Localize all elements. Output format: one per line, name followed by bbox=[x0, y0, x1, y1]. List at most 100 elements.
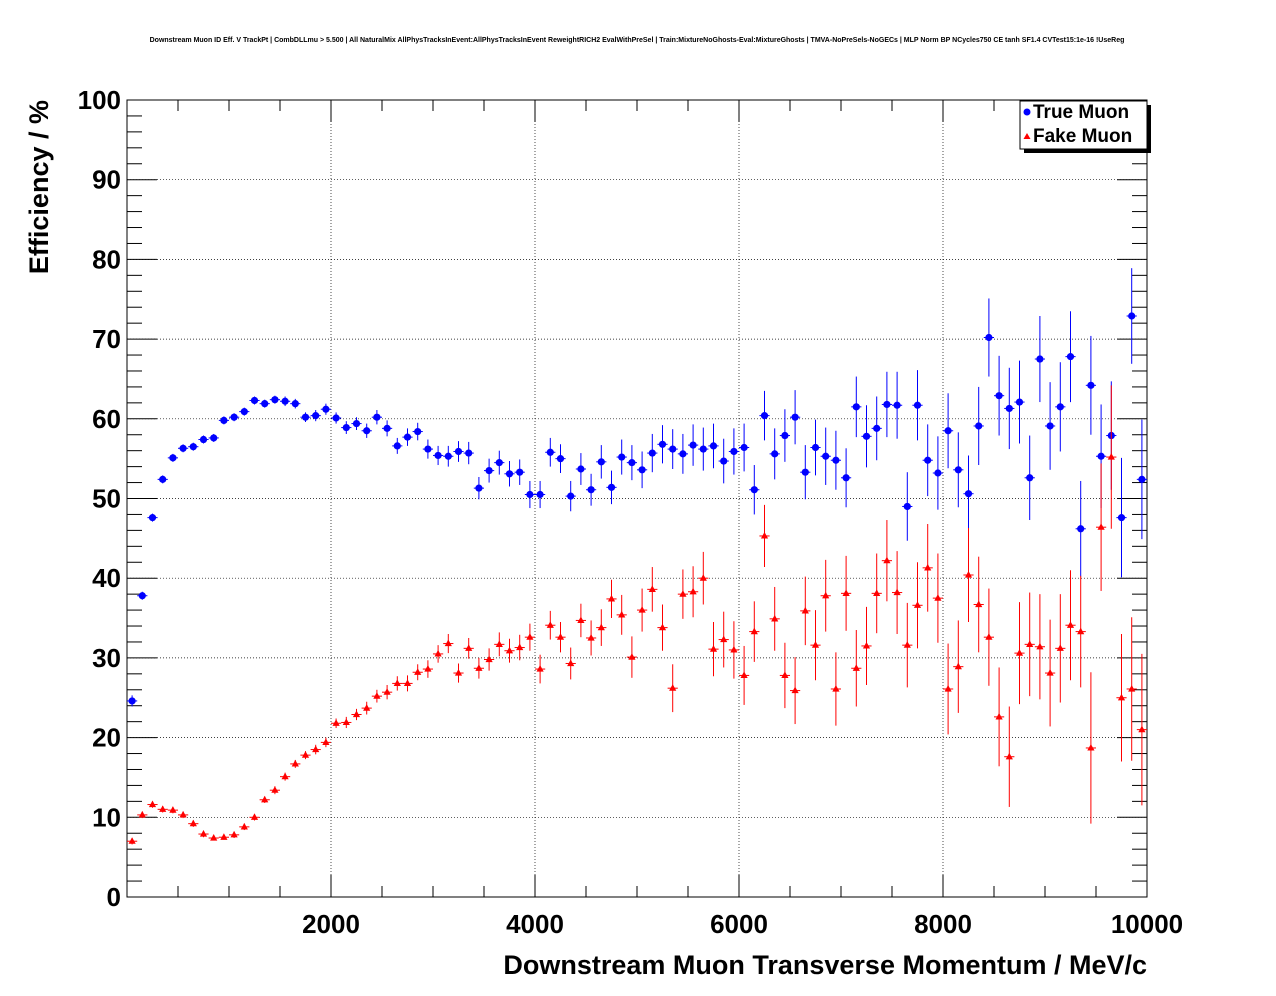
data-point bbox=[1138, 475, 1146, 483]
data-point bbox=[638, 606, 646, 613]
data-point bbox=[281, 772, 289, 780]
data-point bbox=[975, 422, 983, 430]
data-point bbox=[495, 459, 503, 467]
data-point bbox=[240, 408, 248, 416]
data-point bbox=[220, 833, 228, 840]
data-point bbox=[607, 594, 616, 602]
data-point bbox=[516, 468, 524, 476]
y-tick-label: 100 bbox=[78, 85, 121, 115]
data-point bbox=[138, 810, 146, 818]
true-muon-series bbox=[127, 268, 1147, 707]
x-axis-label: Downstream Muon Transverse Momentum / Me… bbox=[503, 950, 1147, 980]
data-point bbox=[312, 412, 320, 420]
data-point bbox=[832, 456, 840, 464]
data-point bbox=[944, 427, 952, 435]
data-point bbox=[332, 719, 340, 726]
data-point bbox=[1066, 621, 1075, 628]
data-point bbox=[1005, 752, 1013, 760]
data-point bbox=[832, 684, 840, 692]
data-point bbox=[1026, 640, 1034, 647]
data-point bbox=[250, 396, 259, 405]
data-point bbox=[240, 822, 248, 830]
data-point bbox=[924, 456, 932, 464]
data-point bbox=[587, 633, 595, 641]
data-point bbox=[261, 400, 269, 408]
data-point bbox=[689, 587, 697, 595]
data-point bbox=[679, 450, 687, 458]
data-point bbox=[985, 333, 993, 342]
data-point bbox=[505, 470, 514, 478]
data-point bbox=[1015, 649, 1024, 656]
data-point bbox=[322, 738, 330, 745]
data-point bbox=[801, 606, 809, 614]
data-point bbox=[128, 837, 136, 844]
data-point bbox=[363, 427, 371, 435]
data-point bbox=[536, 665, 544, 672]
data-point bbox=[1066, 353, 1075, 361]
y-tick-label: 20 bbox=[92, 723, 121, 753]
data-point bbox=[352, 710, 361, 718]
x-tick-label: 10000 bbox=[1111, 909, 1183, 939]
series-layer bbox=[127, 268, 1147, 845]
data-point bbox=[964, 571, 973, 578]
data-point bbox=[669, 684, 677, 691]
data-point bbox=[954, 466, 962, 474]
data-point bbox=[403, 433, 412, 441]
data-point bbox=[148, 800, 157, 808]
data-point bbox=[1056, 403, 1064, 411]
data-point bbox=[913, 401, 922, 409]
data-point bbox=[424, 445, 432, 453]
data-point bbox=[771, 614, 779, 622]
data-point bbox=[1107, 453, 1115, 460]
data-point bbox=[1036, 355, 1044, 363]
data-point bbox=[383, 688, 391, 695]
data-point bbox=[159, 805, 167, 812]
data-point bbox=[597, 623, 605, 631]
data-point bbox=[148, 514, 157, 522]
data-point bbox=[393, 442, 401, 450]
data-point bbox=[526, 490, 534, 499]
axis-ticks: 2000 4000 6000 8000 10000 0 10 20 30 40 50 60 70 80 90… bbox=[78, 85, 1184, 939]
data-point bbox=[169, 806, 177, 813]
data-point bbox=[954, 662, 962, 670]
data-point bbox=[434, 451, 442, 460]
data-point bbox=[781, 671, 789, 679]
data-point bbox=[720, 457, 728, 465]
data-point bbox=[138, 592, 146, 600]
data-point bbox=[669, 445, 677, 453]
data-point bbox=[414, 668, 422, 675]
data-point bbox=[342, 718, 350, 726]
data-point bbox=[434, 649, 442, 657]
data-point bbox=[791, 686, 799, 694]
y-axis-label: Efficiency / % bbox=[24, 100, 54, 274]
y-tick-label: 50 bbox=[92, 484, 121, 514]
legend-true-muon-marker bbox=[1023, 108, 1031, 116]
data-point bbox=[1128, 684, 1136, 692]
data-point bbox=[393, 679, 401, 687]
y-tick-label: 90 bbox=[92, 165, 121, 195]
data-point bbox=[760, 531, 769, 539]
data-point bbox=[373, 692, 381, 699]
data-point bbox=[628, 459, 636, 467]
data-point bbox=[709, 645, 718, 652]
data-point bbox=[1097, 523, 1105, 530]
data-point bbox=[811, 641, 820, 648]
data-point bbox=[648, 585, 656, 592]
data-point bbox=[1087, 743, 1095, 751]
data-point bbox=[964, 490, 973, 498]
data-point bbox=[811, 443, 820, 452]
data-point bbox=[250, 813, 259, 820]
legend: True Muon Fake Muon bbox=[1019, 100, 1151, 153]
data-point bbox=[271, 396, 279, 404]
data-point bbox=[995, 712, 1003, 720]
data-point bbox=[628, 653, 636, 660]
data-point bbox=[210, 434, 218, 442]
data-point bbox=[618, 453, 626, 461]
data-point bbox=[648, 449, 656, 457]
data-point bbox=[597, 458, 605, 466]
data-point bbox=[536, 490, 544, 499]
data-point bbox=[1056, 644, 1064, 651]
data-point bbox=[271, 786, 279, 793]
